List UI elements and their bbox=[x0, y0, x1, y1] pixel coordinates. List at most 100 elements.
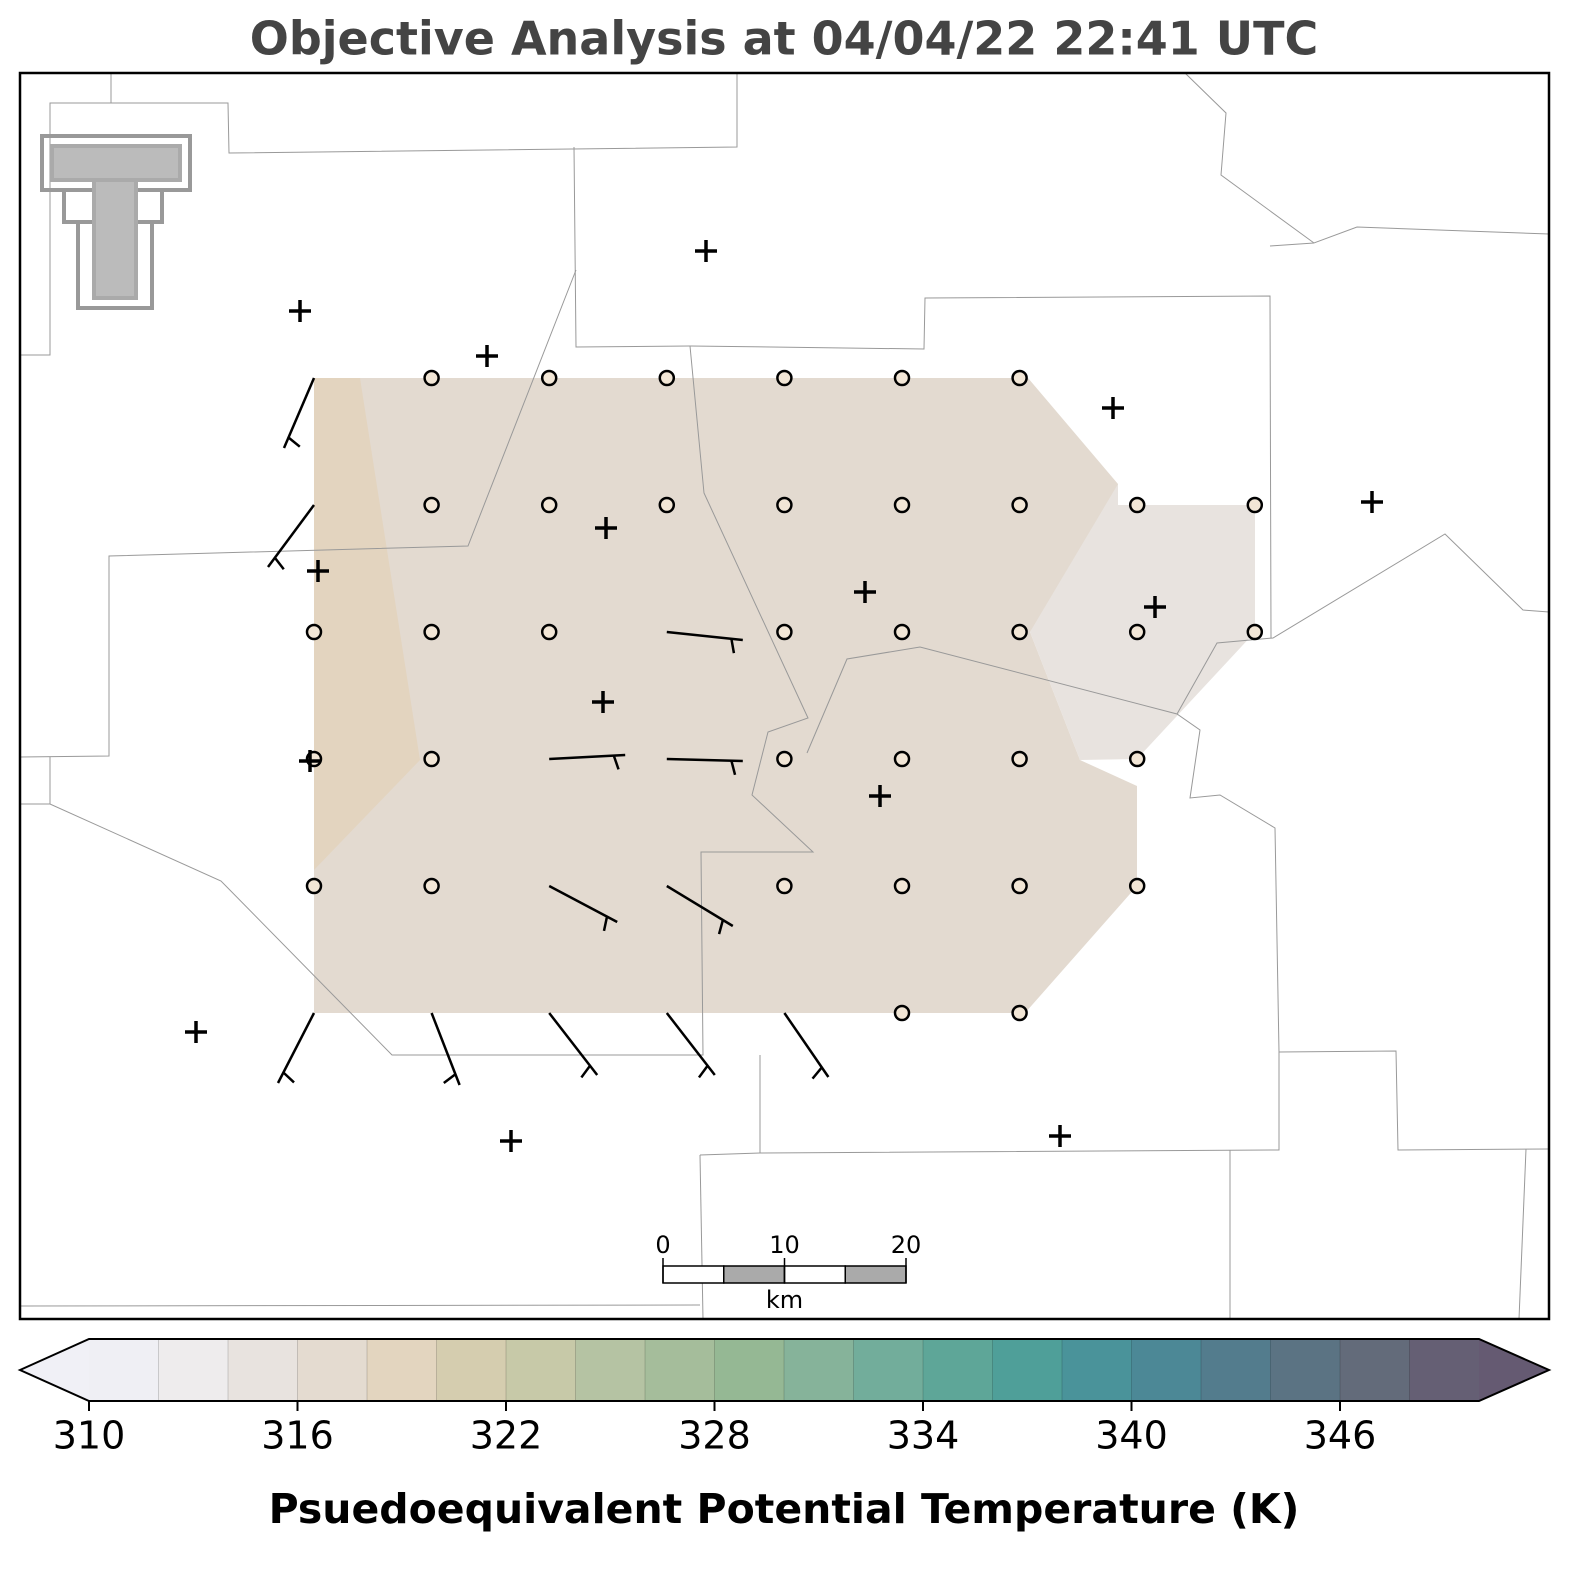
station-calm bbox=[423, 877, 440, 895]
colorbar-bin bbox=[1062, 1339, 1132, 1401]
station-calm bbox=[540, 623, 558, 641]
station-calm bbox=[776, 877, 793, 895]
scale-bar: 0 10 20 km bbox=[655, 1231, 921, 1314]
colorbar-bin bbox=[645, 1339, 715, 1401]
wind-barb bbox=[665, 1012, 716, 1076]
station-calm bbox=[540, 369, 558, 387]
colorbar-bin bbox=[1201, 1339, 1271, 1401]
wind-barb bbox=[548, 1012, 599, 1076]
colorbar-bin bbox=[158, 1339, 229, 1401]
colorbar-bin bbox=[575, 1339, 646, 1401]
station-calm bbox=[423, 750, 440, 768]
colorbar-tick-label: 322 bbox=[470, 1414, 543, 1458]
colorbar-bin bbox=[1131, 1339, 1202, 1401]
stations bbox=[185, 240, 1383, 1152]
colorbar-extend-high bbox=[1479, 1339, 1549, 1401]
observation-site bbox=[289, 300, 311, 322]
station-calm bbox=[1128, 496, 1146, 514]
station-calm bbox=[893, 496, 911, 514]
colorbar-bin bbox=[992, 1339, 1063, 1401]
wind-barb bbox=[273, 556, 285, 571]
observation-site bbox=[476, 345, 498, 367]
station-calm bbox=[305, 877, 323, 895]
wind-barb bbox=[783, 1012, 830, 1078]
wind-barb bbox=[276, 1012, 316, 1084]
colorbar-bin bbox=[853, 1339, 924, 1401]
station-calm bbox=[1128, 623, 1146, 641]
scale-unit: km bbox=[766, 1286, 803, 1314]
station-calm bbox=[1011, 877, 1028, 895]
wind-barb bbox=[730, 638, 736, 654]
station-calm bbox=[305, 623, 323, 641]
shaded-region bbox=[1030, 484, 1255, 760]
colorbar-bin bbox=[1409, 1339, 1480, 1401]
station-calm bbox=[1011, 1004, 1028, 1022]
station-calm bbox=[1246, 623, 1264, 641]
wind-barb bbox=[666, 757, 743, 763]
colorbar-bin bbox=[923, 1339, 993, 1401]
observation-site bbox=[695, 240, 717, 262]
observation-site bbox=[1102, 397, 1124, 419]
observation-site bbox=[1049, 1125, 1071, 1147]
colorbar-bin bbox=[297, 1339, 368, 1401]
station-calm bbox=[893, 1004, 911, 1022]
observation-site bbox=[1361, 491, 1383, 513]
scale-tick-label: 20 bbox=[891, 1231, 922, 1259]
observation-site bbox=[299, 750, 321, 772]
station-calm bbox=[776, 623, 793, 641]
station-calm bbox=[423, 496, 440, 514]
title: Objective Analysis at 04/04/22 22:41 UTC bbox=[250, 12, 1319, 66]
wind-barb bbox=[548, 884, 618, 924]
station-calm bbox=[1011, 623, 1028, 641]
scale-segment bbox=[662, 1265, 725, 1284]
wind-barb bbox=[811, 1066, 823, 1080]
station-calm bbox=[1246, 496, 1264, 514]
wind-barb bbox=[612, 755, 620, 770]
shaded-region bbox=[314, 378, 1137, 1013]
colorbar-label: Psuedoequivalent Potential Temperature (… bbox=[269, 1485, 1300, 1533]
colorbar: 310 316 322 328 334 340 346 bbox=[17, 1338, 1552, 1458]
colorbar-tick-label: 346 bbox=[1304, 1414, 1377, 1458]
wind-barb bbox=[666, 630, 743, 642]
station-calm bbox=[893, 623, 911, 641]
wind-barb bbox=[443, 1073, 457, 1084]
observation-site bbox=[500, 1130, 522, 1152]
station-calm bbox=[1011, 496, 1028, 514]
colorbar-tick-label: 316 bbox=[261, 1414, 334, 1458]
colorbar-bin bbox=[1340, 1339, 1410, 1401]
scale-segment bbox=[783, 1265, 846, 1284]
scale-tick-label: 0 bbox=[655, 1231, 670, 1259]
observation-site bbox=[595, 517, 617, 539]
station-calm bbox=[893, 877, 911, 895]
observation-site bbox=[592, 691, 614, 713]
colorbar-bin bbox=[436, 1339, 507, 1401]
wind-barb bbox=[666, 884, 734, 928]
colorbar-bin bbox=[367, 1339, 437, 1401]
observation-site bbox=[185, 1021, 207, 1043]
station-calm bbox=[1128, 750, 1146, 768]
station-calm bbox=[893, 369, 911, 387]
observation-site bbox=[869, 785, 891, 807]
county-lines bbox=[19, 72, 1550, 1320]
logo bbox=[40, 134, 192, 310]
wind-barb bbox=[430, 1012, 461, 1086]
colorbar-bin bbox=[714, 1339, 785, 1401]
observation-site bbox=[854, 581, 876, 603]
map-frame bbox=[18, 71, 1551, 1321]
colorbar-bin bbox=[1270, 1339, 1341, 1401]
station-calm bbox=[540, 496, 558, 514]
wind-barb bbox=[266, 504, 316, 568]
station-calm bbox=[658, 369, 676, 387]
wind-barb bbox=[730, 760, 737, 776]
colorbar-tick-label: 334 bbox=[887, 1414, 960, 1458]
colorbar-bin bbox=[89, 1339, 159, 1401]
station-calm bbox=[1011, 750, 1028, 768]
observation-site bbox=[1144, 596, 1166, 618]
scale-tick-label: 10 bbox=[769, 1231, 800, 1259]
station-calm bbox=[776, 750, 793, 768]
wind-barb bbox=[287, 436, 301, 448]
colorbar-tick-label: 328 bbox=[678, 1414, 751, 1458]
station-calm bbox=[658, 496, 676, 514]
station-calm bbox=[776, 496, 793, 514]
station-calm bbox=[776, 369, 793, 387]
